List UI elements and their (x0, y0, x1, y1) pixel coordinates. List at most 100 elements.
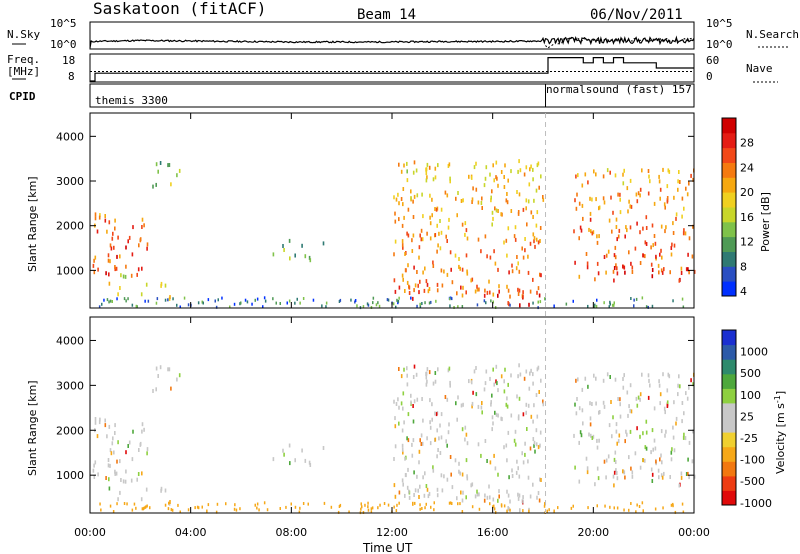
ground-scatter-cell (457, 502, 459, 506)
ground-scatter-cell (430, 505, 432, 509)
range-cell (413, 470, 415, 475)
range-cell (679, 384, 681, 389)
range-cell (418, 449, 421, 454)
range-cell (692, 382, 694, 387)
range-cell (477, 442, 480, 447)
range-cell (672, 231, 675, 235)
range-cell (458, 264, 460, 269)
range-cell (668, 169, 671, 174)
ground-scatter-cell (233, 302, 236, 306)
ground-scatter-cell (387, 503, 390, 507)
range-cell (168, 163, 171, 167)
range-cell (492, 497, 495, 502)
range-cell (661, 270, 664, 275)
range-cell (481, 410, 483, 415)
range-cell (517, 496, 520, 501)
ground-scatter-cell (672, 502, 674, 506)
ground-scatter-cell (461, 305, 464, 308)
range-cell (540, 378, 542, 383)
range-cell (645, 446, 648, 451)
range-cell (141, 471, 143, 476)
ytick-label: 4000 (56, 130, 84, 143)
ground-scatter-cell (234, 503, 236, 507)
range-cell (483, 183, 486, 188)
range-cell (505, 402, 508, 407)
ground-scatter-cell (449, 296, 452, 300)
range-cell (478, 492, 480, 497)
ground-scatter-cell (595, 304, 598, 308)
range-cell (398, 285, 401, 290)
range-cell (414, 283, 417, 288)
ground-scatter-cell (489, 502, 491, 506)
range-cell (518, 159, 520, 164)
range-cell (649, 383, 651, 388)
range-cell (506, 253, 508, 258)
range-cell (496, 381, 498, 386)
range-cell (432, 468, 435, 473)
range-cell (630, 466, 632, 471)
range-cell (398, 405, 400, 410)
range-cell (137, 267, 140, 272)
range-cell (519, 303, 521, 308)
colorbar-swatch (722, 461, 736, 477)
range-cell (108, 220, 111, 225)
range-cell (423, 288, 426, 293)
range-cell (495, 379, 497, 384)
ground-scatter-cell (500, 503, 503, 507)
range-cell (653, 406, 656, 411)
range-cell (683, 228, 685, 233)
ground-scatter-cell (362, 305, 365, 309)
range-cell (492, 367, 494, 372)
ground-scatter-cell (419, 503, 421, 507)
range-cell (603, 255, 606, 259)
range-cell (395, 402, 398, 406)
range-cell (659, 252, 661, 257)
range-cell (503, 185, 506, 189)
range-cell (503, 175, 505, 179)
range-cell (492, 163, 494, 168)
range-cell (417, 488, 419, 493)
range-cell (626, 432, 628, 437)
range-cell (542, 399, 544, 404)
range-cell (619, 197, 621, 202)
range-cell (111, 236, 114, 241)
range-cell (419, 438, 421, 443)
ground-scatter-cell (275, 301, 277, 305)
range-cell (532, 215, 534, 219)
range-cell (138, 243, 140, 248)
range-cell (616, 266, 618, 271)
range-cell (617, 234, 620, 239)
range-cell (506, 192, 508, 196)
range-cell (470, 483, 472, 488)
range-cell (495, 175, 497, 180)
range-cell (518, 474, 521, 479)
range-cell (304, 254, 307, 259)
ground-scatter-cell (197, 506, 200, 510)
range-cell (146, 246, 148, 251)
range-cell (428, 165, 431, 170)
range-cell (618, 228, 621, 233)
ground-scatter-cell (240, 301, 242, 305)
range-cell (402, 391, 405, 396)
ground-scatter-cell (108, 300, 110, 304)
range-cell (645, 419, 648, 424)
range-cell (393, 399, 395, 404)
ground-scatter-cell (565, 302, 568, 306)
ground-scatter-cell (254, 503, 256, 507)
range-cell (449, 176, 451, 181)
range-cell (437, 367, 439, 372)
range-cell (432, 465, 434, 470)
range-cell (398, 367, 400, 371)
range-cell (687, 267, 689, 272)
range-cell (448, 366, 451, 371)
nave-tick-bottom: 0 (706, 70, 713, 83)
range-cell (426, 282, 429, 287)
ground-scatter-cell (254, 298, 256, 302)
range-cell (428, 491, 431, 496)
range-cell (630, 261, 632, 266)
ground-scatter-cell (509, 303, 511, 307)
range-cell (663, 202, 666, 207)
range-cell (124, 274, 127, 279)
range-cell (574, 465, 576, 470)
